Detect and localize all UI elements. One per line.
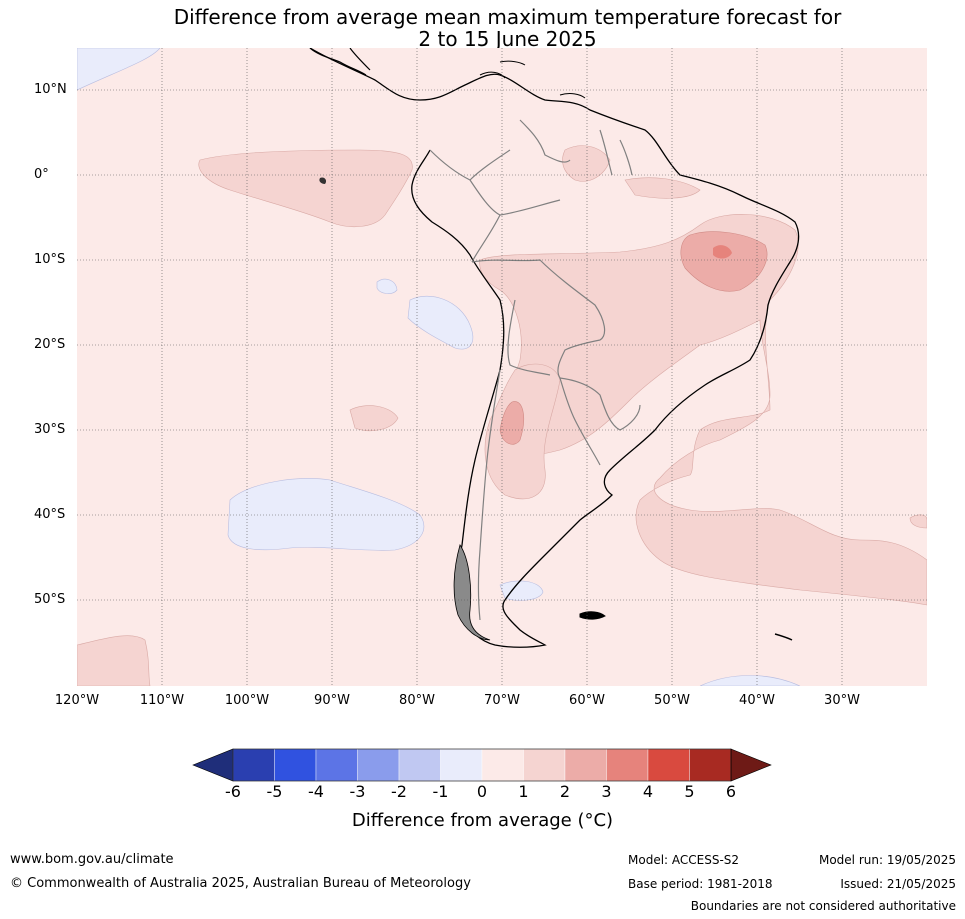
footer-model: Model: ACCESS-S2: [628, 853, 740, 867]
lat-label-50s: 50°S: [34, 592, 66, 607]
colorbar-segment: [274, 748, 317, 782]
lat-label-40s: 40°S: [34, 507, 66, 522]
colorbar-tick-label: 3: [601, 782, 612, 801]
lon-label-30w: 30°W: [824, 693, 860, 708]
colorbar-segment: [606, 748, 649, 782]
lon-label-120w: 120°W: [54, 693, 100, 708]
colorbar: [192, 748, 772, 782]
anomaly-region-warmer-northeast-brazil: [680, 231, 768, 292]
chile-fjords: [453, 544, 491, 641]
anomaly-region-cool-southeast: [699, 675, 801, 686]
colorbar-segment: [357, 748, 400, 782]
anomaly-region-cool-patagonia: [499, 580, 544, 601]
footer-website: www.bom.gov.au/climate: [10, 852, 174, 867]
map-title-line2: 2 to 15 June 2025: [418, 27, 597, 51]
south-america-coastline: [309, 48, 800, 648]
colorbar-tick-label: -5: [266, 782, 283, 801]
colorbar-segment: [440, 748, 483, 782]
lon-label-50w: 50°W: [654, 693, 690, 708]
country-borders: [429, 119, 641, 466]
anomaly-region-warm-guyana: [624, 177, 701, 199]
lat-label-20s: 20°S: [34, 337, 66, 352]
lat-label-30s: 30°S: [34, 422, 66, 437]
anomaly-region-warm-north-venezuela: [562, 145, 611, 182]
colorbar-segment: [398, 748, 441, 782]
lon-label-90w: 90°W: [314, 693, 350, 708]
chile-argentina-border: [477, 369, 501, 621]
central-america-coastline: [309, 48, 371, 76]
lat-label-0: 0°: [34, 167, 49, 182]
colorbar-extend-high: [730, 748, 772, 782]
colorbar-outline: [232, 748, 732, 782]
colorbar-extend-low: [192, 748, 234, 782]
colorbar-segment: [481, 748, 524, 782]
lon-label-40w: 40°W: [739, 693, 775, 708]
anomaly-region-cool-small: [376, 278, 398, 294]
colorbar-tick-label: -4: [308, 782, 324, 801]
colorbar-tick-label: 0: [476, 782, 488, 801]
colorbar-tick-label: 1: [518, 782, 529, 801]
footer-base-period: Base period: 1981-2018: [628, 877, 773, 891]
lat-label-10s: 10°S: [34, 252, 66, 267]
temperature-anomaly-map: [77, 48, 927, 686]
galapagos-islands: [319, 177, 327, 184]
map-title-line1: Difference from average mean maximum tem…: [173, 5, 842, 29]
lon-label-70w: 70°W: [484, 693, 520, 708]
anomaly-region-warm-amazon-brazil: [479, 214, 927, 606]
footer-issued: Issued: 21/05/2025: [840, 877, 956, 891]
colorbar-segment: [315, 748, 358, 782]
colorbar-tick-label: -6: [225, 782, 241, 801]
south-georgia: [774, 633, 793, 641]
colorbar-tick-label: -1: [432, 782, 449, 801]
falkland-islands: [579, 611, 606, 620]
anomaly-region-warm-equatorial-pacific: [198, 149, 413, 228]
colorbar-tick-label: -2: [391, 782, 407, 801]
lon-label-110w: 110°W: [139, 693, 185, 708]
caribbean-islands: [479, 60, 586, 99]
map-gridlines: [77, 48, 927, 686]
lon-label-80w: 80°W: [399, 693, 435, 708]
anomaly-region-cool-south-pacific: [227, 478, 425, 551]
colorbar-segment: [232, 748, 275, 782]
footer-model-run: Model run: 19/05/2025: [818, 853, 956, 867]
colorbar-tick-label: 4: [642, 782, 654, 801]
colorbar-segment: [523, 748, 566, 782]
colorbar-label: Difference from average (°C): [351, 810, 614, 831]
lat-label-10n: 10°N: [34, 82, 67, 97]
anomaly-region-warmest-core: [713, 245, 732, 259]
footer-copyright: © Commonwealth of Australia 2025, Austra…: [10, 876, 471, 891]
anomaly-region-warm-southwest-corner: [77, 635, 151, 686]
colorbar-tick-label: -3: [349, 782, 366, 801]
footer-disclaimer: Boundaries are not considered authoritat…: [690, 899, 956, 913]
colorbar-segment: [564, 748, 607, 782]
colorbar-segment: [647, 748, 690, 782]
colorbar-tick-label: 5: [684, 782, 695, 801]
colorbar-tick-label: 2: [559, 782, 571, 801]
anomaly-region-cool-north: [77, 48, 161, 91]
anomaly-region-warmer-argentina: [499, 401, 524, 445]
lon-label-60w: 60°W: [569, 693, 605, 708]
colorbar-tick-label: 6: [725, 782, 737, 801]
anomaly-region-cool-east-pacific: [407, 295, 474, 350]
colorbar-segment: [689, 748, 732, 782]
anomaly-region-warm-south-pacific-small: [349, 405, 399, 431]
lon-label-100w: 100°W: [224, 693, 270, 708]
